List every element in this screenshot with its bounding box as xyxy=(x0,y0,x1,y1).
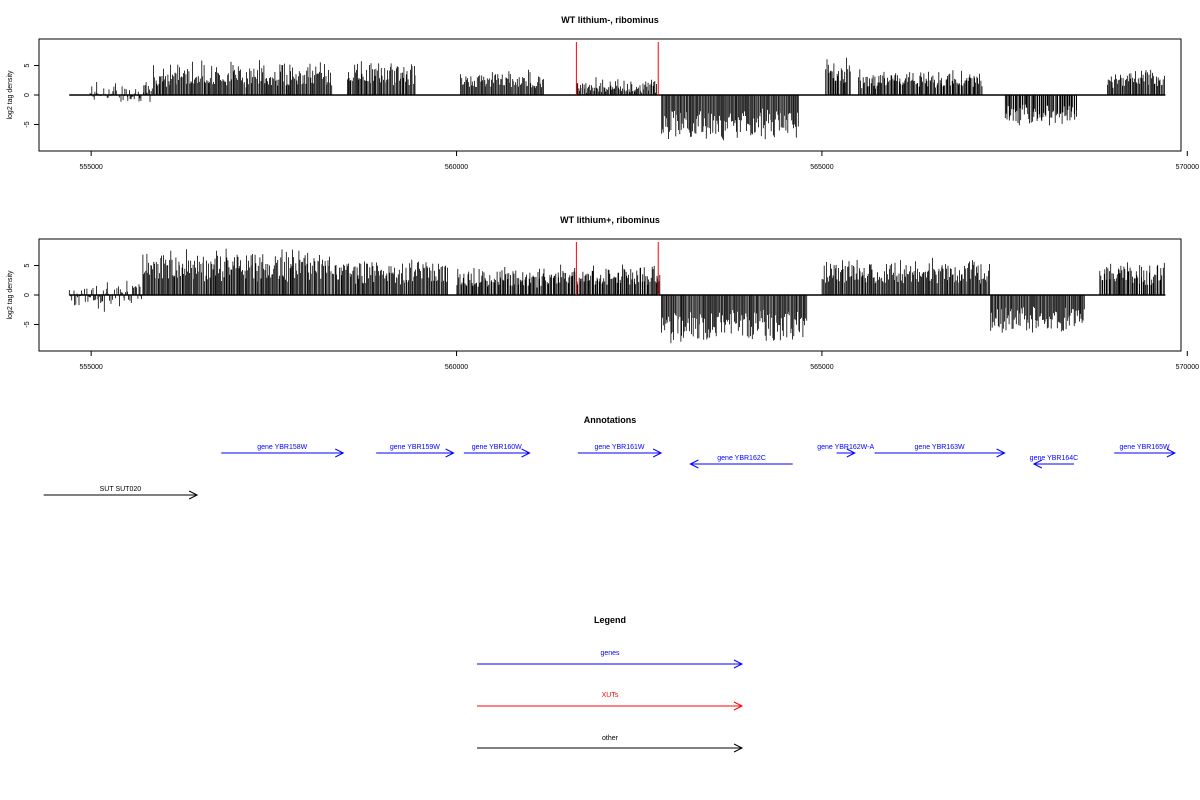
legend-label-genes: genes xyxy=(600,650,620,657)
annotations-title: Annotations xyxy=(584,415,637,425)
legend-arrowhead-xuts xyxy=(733,701,744,711)
legend-title: Legend xyxy=(594,615,626,625)
feature-arrowhead xyxy=(445,448,455,458)
feature-label: gene YBR162W-A xyxy=(817,444,874,451)
y-tick-label: -5 xyxy=(24,321,31,327)
y-tick-label: 5 xyxy=(24,263,31,267)
x-tick-label: 555000 xyxy=(79,164,102,171)
feature-label: gene YBR162C xyxy=(717,455,766,462)
feature-label: SUT SUT020 xyxy=(100,486,142,493)
x-tick-label: 560000 xyxy=(445,364,468,371)
x-tick-label: 560000 xyxy=(445,164,468,171)
density-panel-lithium-plus: WT lithium+, ribominus log2 tag density … xyxy=(7,215,1199,371)
x-tick-label: 565000 xyxy=(810,164,833,171)
legend-arrowhead-other xyxy=(733,743,744,753)
density-panel-lithium-minus: WT lithium-, ribominus log2 tag density … xyxy=(7,15,1199,171)
plot-frame xyxy=(38,238,1182,352)
feature-arrowhead xyxy=(689,459,699,469)
y-tick-label: -5 xyxy=(24,121,31,127)
feature-label: gene YBR164C xyxy=(1030,455,1079,462)
x-tick-label: 555000 xyxy=(79,364,102,371)
legend-label-xuts: XUTs xyxy=(602,692,619,699)
y-tick-label: 0 xyxy=(24,293,31,297)
y-axis-label: log2 tag density xyxy=(7,270,14,320)
feature-label: gene YBR161W xyxy=(594,444,644,451)
y-tick-label: 5 xyxy=(24,63,31,67)
legend: Legend genes XUTs other xyxy=(477,615,744,753)
feature-label: gene YBR160W xyxy=(472,444,522,451)
feature-layer: gene YBR158W gene YBR159W gene YBR160W gene… xyxy=(43,444,1177,500)
feature-arrowhead xyxy=(335,448,345,458)
feature-arrowhead xyxy=(521,448,531,458)
x-tick-label: 570000 xyxy=(1176,364,1199,371)
feature-arrowhead xyxy=(1032,459,1043,469)
legend-label-other: other xyxy=(602,735,619,742)
panel-title: WT lithium+, ribominus xyxy=(560,215,660,225)
plot-area: 555000 560000 565000 570000 5 0 -5 xyxy=(24,42,1199,171)
panel-title: WT lithium-, ribominus xyxy=(561,15,659,25)
plot-frame xyxy=(38,38,1182,152)
feature-arrowhead xyxy=(188,490,199,500)
y-tick-label: 0 xyxy=(24,93,31,97)
x-tick-label: 565000 xyxy=(810,364,833,371)
y-axis-label: log2 tag density xyxy=(7,70,14,120)
feature-arrowhead xyxy=(652,448,663,458)
feature-arrowhead xyxy=(1166,448,1177,458)
feature-label: gene YBR158W xyxy=(257,444,307,451)
feature-arrowhead xyxy=(846,448,856,458)
annotations-track: Annotations gene YBR158W gene YBR159W gene… xyxy=(43,415,1177,500)
plot-area: 555000 560000 565000 570000 5 0 -5 xyxy=(24,242,1199,371)
x-tick-label: 570000 xyxy=(1176,164,1199,171)
feature-arrowhead xyxy=(996,448,1006,458)
legend-arrowhead-genes xyxy=(733,659,744,669)
feature-label: gene YBR163W xyxy=(915,444,965,451)
feature-label: gene YBR159W xyxy=(390,444,440,451)
feature-label: gene YBR165W xyxy=(1120,444,1170,451)
